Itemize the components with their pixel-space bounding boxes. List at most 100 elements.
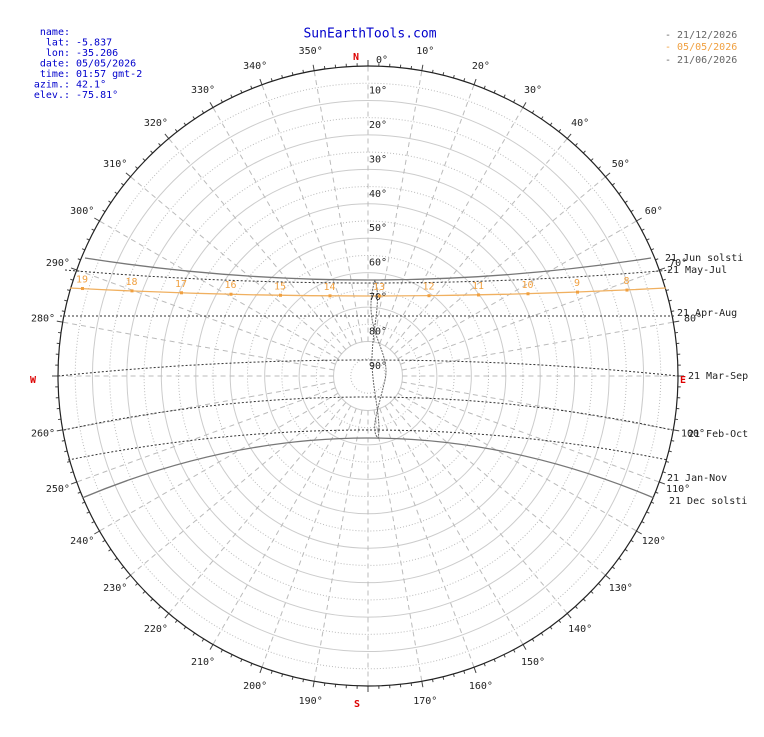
azimuth-label: 320° [144,118,168,129]
azimuth-line [212,405,352,645]
hour-dot [427,294,431,298]
azimuth-label: 230° [103,583,127,594]
elevation-label: 60° [369,258,387,269]
tick [605,574,611,580]
curve-label: 21 Mar-Sep [688,371,748,382]
azimuth-label: 250° [46,484,70,495]
hour-label: 15 [274,281,286,292]
tick [94,530,100,535]
elevation-label: 50° [369,223,387,234]
azimuth-line [400,387,660,483]
azimuth-label: 210° [191,657,215,668]
tick [605,172,611,178]
azimuth-line [62,381,335,431]
azimuth-line [379,84,475,344]
hour-label: 10 [521,280,533,291]
tick [209,102,214,108]
tick [566,133,572,139]
tick [473,667,477,674]
azimuth-line [313,409,363,682]
azimuth-line [168,138,347,350]
tick [566,613,572,619]
azimuth-label: 70° [669,258,687,269]
elevation-ring [264,272,472,480]
west: W [30,375,37,386]
azimuth-label: 170° [413,696,437,707]
azimuth-line [384,107,524,347]
azimuth-label: 40° [571,118,589,129]
azimuth-line [62,321,335,371]
azimuth-line [261,84,357,344]
analemma [370,279,387,440]
tick [673,320,680,323]
azimuth-label: 120° [642,536,666,547]
info-value: -75.81° [76,90,118,101]
azimuth-line [313,70,363,343]
jan-nov-path [67,429,669,461]
hour-label: 18 [125,277,137,288]
hour-dot [576,290,579,294]
tick [421,681,424,688]
info-value: -5.837 [76,38,112,49]
tick [209,644,214,650]
tick [522,644,527,650]
azimuth-line [76,387,336,483]
curve-label: 21 Apr-Aug [677,308,737,319]
azimuth-line [401,381,674,431]
curve-label: 21 Jan-Nov [667,473,727,484]
elevation-label: 90° [369,361,387,372]
azimuth-label: 330° [191,85,215,96]
elevation-label: 30° [369,154,387,165]
hour-label: 9 [574,278,580,289]
azimuth-line [130,397,342,576]
azimuth-line [99,392,339,532]
tick [125,574,131,580]
hour-dot [81,287,84,291]
tick [312,64,315,71]
azimuth-label: 290° [46,258,70,269]
azimuth-label: 350° [299,46,323,57]
azimuth-label: 20° [472,61,490,72]
azimuth-line [261,408,357,668]
tick [312,681,315,688]
sun-paths [57,257,679,499]
azimuth-line [384,405,524,645]
tick [636,530,642,535]
hour-dot [378,294,381,298]
south: S [354,699,360,710]
legend-entry: - 21/12/2026 [665,30,737,41]
dec-path [81,437,655,499]
azimuth-line [99,220,339,360]
azimuth-label: 150° [521,657,545,668]
tick [56,320,63,323]
jun-path [84,257,652,281]
elevation-label: 70° [369,292,387,303]
elevation-ring [178,186,558,566]
azimuth-line [394,176,606,355]
hour-label: 13 [373,282,385,293]
elevation-ring [91,99,645,653]
azimuth-label: 340° [243,61,267,72]
mar-sep-path [57,359,679,377]
azimuth-line [76,269,336,365]
azimuth-label: 240° [70,536,94,547]
tick [659,481,666,485]
tick [70,481,77,485]
hour-dot [526,292,530,296]
elevation-label: 80° [369,327,387,338]
elevation-ring [298,306,438,446]
curve-label: 21 Feb-Oct [688,429,748,440]
elevation-ring [315,323,421,429]
hour-dot [180,291,183,295]
azimuth-line [389,138,568,350]
labels: 0° 10° 20° 30° 40° 50° 60° 70° 80° 100° 110° 120° 13… [31,27,748,707]
elevation-label: 10° [369,85,387,96]
azimuth-line [400,269,660,365]
elevation-ring [350,358,386,394]
hour-label: 12 [422,282,434,293]
current-path [69,287,667,297]
east: E [680,375,686,386]
hour-dot [229,292,233,296]
north: N [353,52,359,63]
azimuth-label: 260° [31,428,55,439]
